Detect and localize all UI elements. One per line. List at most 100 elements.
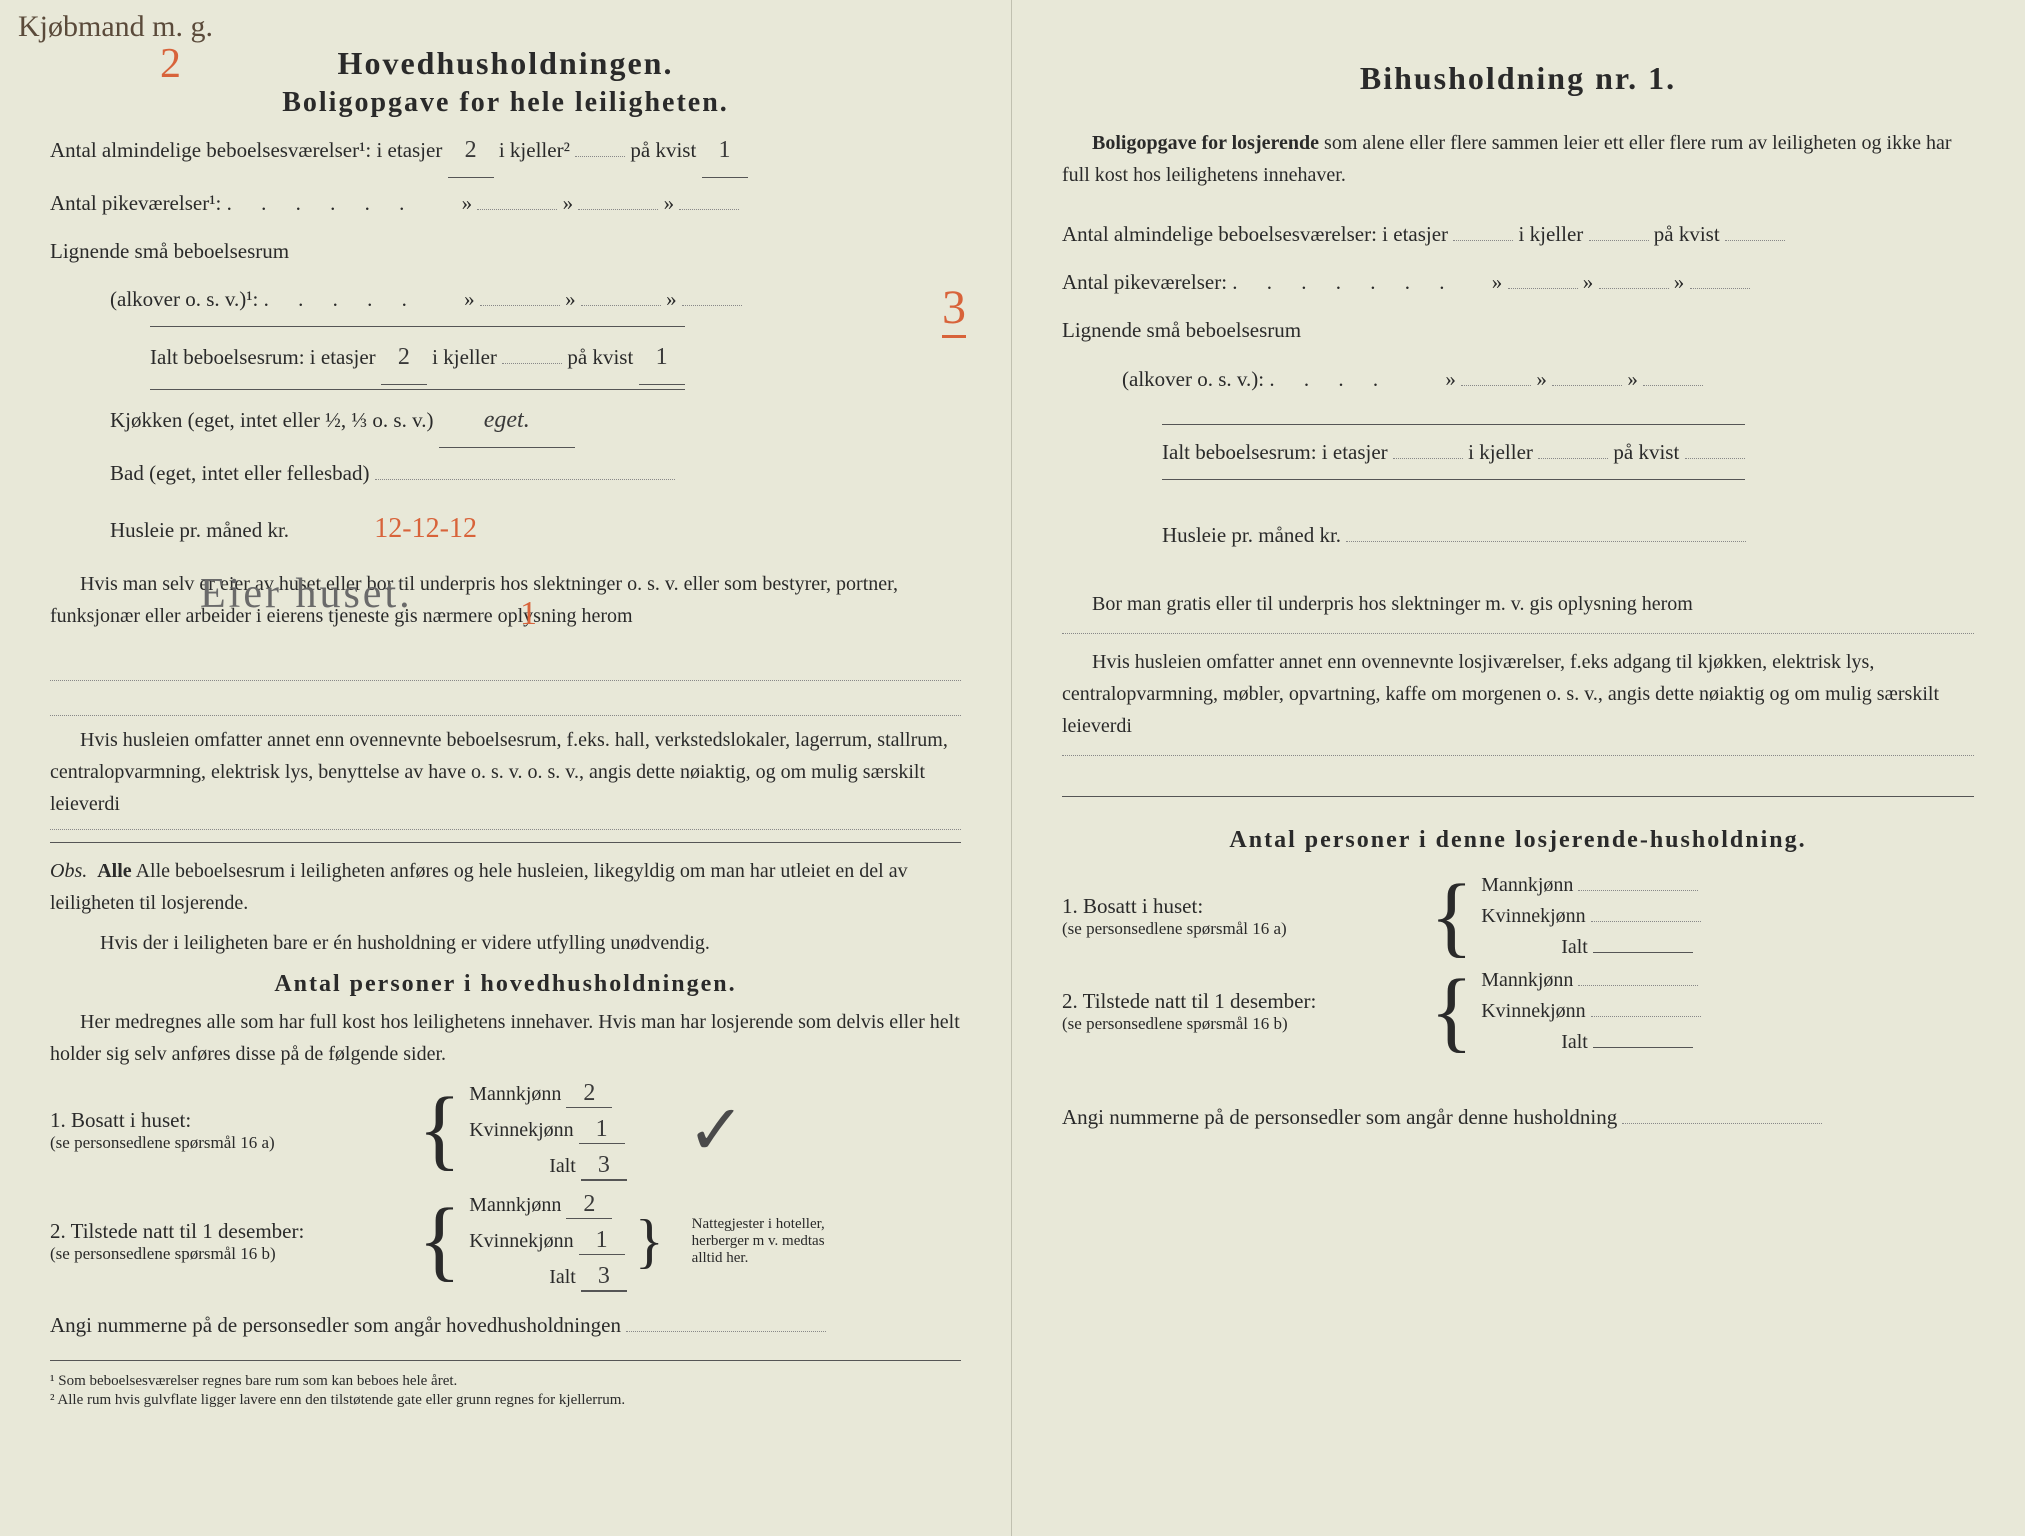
tilstede-kvinne-value: 1	[579, 1227, 625, 1255]
angi-blank	[626, 1331, 826, 1332]
left-page: Kjøbmand m. g. 2 Hovedhusholdningen. Bol…	[0, 0, 1012, 1536]
divider-2	[50, 1360, 961, 1361]
r-ialt-label-2: Ialt	[1561, 1031, 1588, 1053]
r-tilstede-note: (se personsedlene spørsmål 16 b)	[1062, 1014, 1422, 1034]
owner-handwrite: Eier huset.	[200, 570, 413, 618]
r-etasjer-blank	[1453, 240, 1513, 241]
r-angi-label: Angi nummerne på de personsedler som ang…	[1062, 1105, 1617, 1129]
antal-title: Antal personer i hovedhusholdningen.	[50, 971, 961, 998]
main-title: Hovedhusholdningen.	[50, 45, 961, 82]
ialt-etasjer-value: 2	[381, 331, 427, 385]
r-kvinne-label-1: Kvinnekjønn	[1481, 905, 1585, 927]
ialt-kvist-label: på kvist	[567, 345, 633, 369]
natt-note: Nattegjester i hoteller, herberger m v. …	[692, 1216, 842, 1267]
small-rooms-line: Lignende små beboelsesrum	[50, 228, 961, 274]
rooms-line: Antal almindelige beboelsesværelser¹: i …	[50, 124, 961, 178]
right-page: Bihusholdning nr. 1. Boligopgave for los…	[1012, 0, 2024, 1536]
omfatter-para: Hvis husleien omfatter annet enn ovennev…	[50, 724, 961, 820]
mann-label-1: Mannkjønn	[469, 1083, 561, 1105]
r-ialt-kvist-label: på kvist	[1613, 440, 1679, 464]
r-kvist-blank	[1725, 240, 1785, 241]
r-bosatt-mann	[1578, 890, 1698, 891]
bosatt-kvinne-value: 1	[579, 1116, 625, 1144]
r-gratis-para: Bor man gratis eller til underpris hos s…	[1062, 588, 1974, 620]
r-bosatt-label: 1. Bosatt i huset:	[1062, 894, 1422, 919]
r-kjeller-label: i kjeller	[1519, 222, 1584, 246]
brace-1: {	[410, 1094, 469, 1166]
r-mann-label-2: Mannkjønn	[1481, 969, 1573, 991]
r-husleie-blank	[1346, 541, 1746, 542]
r-antal-title: Antal personer i denne losjerende-hushol…	[1062, 827, 1974, 854]
r-angi-blank	[1622, 1123, 1822, 1124]
r-gratis-blank	[1062, 632, 1974, 634]
r-bosatt-kvinne	[1591, 921, 1701, 922]
angi-label-left: Angi nummerne på de personsedler som ang…	[50, 1313, 621, 1337]
angi-line: Angi nummerne på de personsedler som ang…	[50, 1302, 961, 1348]
pike-blank3	[679, 209, 739, 210]
r-divider	[1062, 796, 1974, 797]
brace-2: {	[410, 1205, 469, 1277]
tilstede-row: 2. Tilstede natt til 1 desember: (se per…	[50, 1191, 961, 1292]
alkover-line: (alkover o. s. v.)¹: . . . . . » » »	[110, 276, 961, 322]
r-tilstede-ialt	[1593, 1047, 1693, 1048]
r-alkover-label: (alkover o. s. v.):	[1122, 367, 1264, 391]
r-brace-1: {	[1422, 881, 1481, 953]
alk-blank2	[581, 305, 661, 306]
right-intro: Boligopgave for losjerende Boligopgave f…	[1062, 127, 1974, 191]
bosatt-row: 1. Bosatt i huset: (se personsedlene spø…	[50, 1080, 961, 1181]
r-omfatter-blank	[1062, 754, 1974, 756]
checkmark-icon: ✓	[687, 1089, 746, 1172]
bosatt-note: (se personsedlene spørsmål 16 a)	[50, 1133, 410, 1153]
eier-blank-line1	[50, 640, 961, 681]
divider-1	[50, 842, 961, 843]
right-title: Bihusholdning nr. 1.	[1062, 60, 1974, 97]
husleie-line: Husleie pr. måned kr. 12-12-12	[110, 498, 961, 560]
alk-blank1	[480, 305, 560, 306]
r-ialt-kjeller	[1538, 458, 1608, 459]
r-pike-blank3	[1690, 288, 1750, 289]
r-tilstede-label: 2. Tilstede natt til 1 desember:	[1062, 989, 1422, 1014]
obs-para: Obs. Alle Alle beboelsesrum i leilighete…	[50, 855, 961, 919]
kjeller-blank	[575, 156, 625, 157]
r-ialt-kjeller-label: i kjeller	[1468, 440, 1533, 464]
omfatter-blank	[50, 828, 961, 830]
kvist-label: på kvist	[630, 138, 696, 162]
r-alkover-line: (alkover o. s. v.): . . . . » » »	[1122, 356, 1974, 402]
husleie-red-value: 12-12-12	[374, 513, 477, 544]
footnote-2: ² Alle rum hvis gulvflate ligger lavere …	[50, 1392, 961, 1409]
tilstede-label: 2. Tilstede natt til 1 desember:	[50, 1219, 410, 1244]
r-brace-2: {	[1422, 976, 1481, 1048]
r-small-rooms: Lignende små beboelsesrum	[1062, 307, 1974, 353]
r-ialt-label: Ialt beboelsesrum: i etasjer	[1162, 440, 1388, 464]
pike-line: Antal pikeværelser¹: . . . . . . » » »	[50, 180, 961, 226]
antal-intro: Her medregnes alle som har full kost hos…	[50, 1006, 961, 1070]
brace-3: }	[627, 1217, 672, 1265]
ialt-kjeller-blank	[502, 363, 562, 364]
ialt-label-1: Ialt	[549, 1155, 576, 1177]
ialt-label: Ialt beboelsesrum: i etasjer	[150, 345, 376, 369]
kjokken-line: Kjøkken (eget, intet eller ½, ⅓ o. s. v.…	[110, 394, 961, 448]
obs-para2: Hvis der i leiligheten bare er én hushol…	[100, 927, 961, 959]
bad-label: Bad (eget, intet eller fellesbad)	[110, 461, 369, 485]
red-number-3: 3	[942, 280, 966, 338]
r-husleie-line: Husleie pr. måned kr.	[1162, 512, 1974, 558]
r-tilstede-mann	[1578, 985, 1698, 986]
footnote-1: ¹ Som beboelsesværelser regnes bare rum …	[50, 1373, 961, 1390]
mann-label-2: Mannkjønn	[469, 1194, 561, 1216]
r-bosatt-ialt	[1593, 952, 1693, 953]
tilstede-note: (se personsedlene spørsmål 16 b)	[50, 1244, 410, 1264]
etasjer-value: 2	[448, 124, 494, 178]
bosatt-label: 1. Bosatt i huset:	[50, 1108, 410, 1133]
bad-line: Bad (eget, intet eller fellesbad)	[110, 450, 961, 496]
bad-blank	[375, 479, 675, 480]
r-rooms-label: Antal almindelige beboelsesværelser: i e…	[1062, 222, 1448, 246]
r-alk-blank1	[1461, 385, 1531, 386]
r-angi-line: Angi nummerne på de personsedler som ang…	[1062, 1094, 1974, 1140]
ialt-line: Ialt beboelsesrum: i etasjer 2 i kjeller…	[150, 326, 685, 390]
kvist-value: 1	[702, 124, 748, 178]
kjeller-label: i kjeller²	[499, 138, 570, 162]
kjokken-value: eget.	[439, 394, 575, 448]
pike-blank1	[477, 209, 557, 210]
eier-para: Hvis man selv er eier av huset eller bor…	[50, 568, 961, 632]
red-number-1: 1	[520, 595, 537, 633]
